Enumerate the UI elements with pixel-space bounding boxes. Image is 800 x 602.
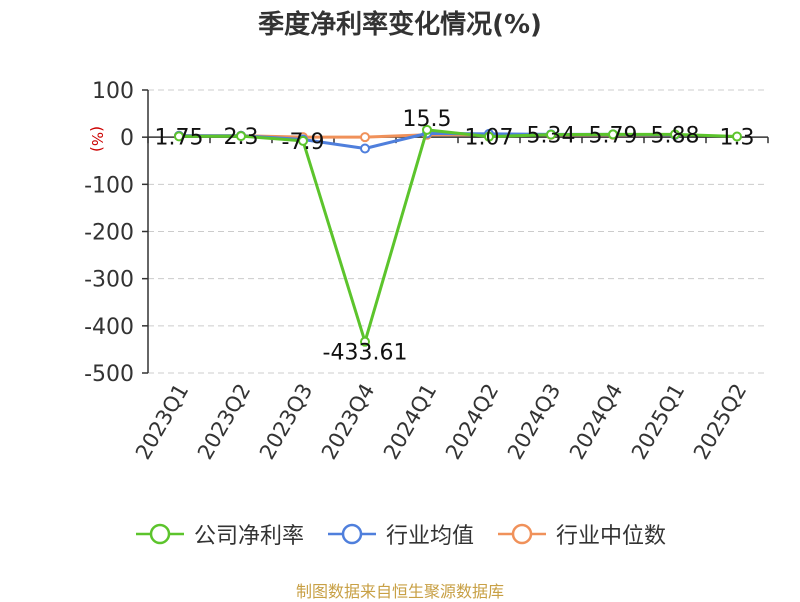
- data-label: 1.75: [155, 125, 204, 150]
- x-tick-label: 2023Q1: [131, 380, 193, 464]
- data-point: [608, 129, 618, 140]
- x-tick-label: 2023Q3: [255, 380, 317, 464]
- y-tick-label: -200: [84, 221, 134, 246]
- y-tick-label: -100: [84, 173, 134, 198]
- x-tick-label: 2023Q4: [317, 380, 379, 464]
- legend: 公司净利率 行业均值 行业中位数: [0, 518, 800, 550]
- legend-item[interactable]: 行业中位数: [496, 518, 666, 550]
- data-point: [422, 124, 432, 135]
- legend-swatch-icon: [498, 523, 546, 545]
- data-point: [360, 132, 370, 143]
- grid-lines: [148, 89, 768, 374]
- data-point: [174, 131, 184, 142]
- data-point: [484, 131, 494, 142]
- legend-label: 行业中位数: [556, 524, 667, 549]
- data-point: [732, 131, 742, 142]
- data-label: -7.9: [282, 130, 325, 155]
- y-tick-label: -400: [84, 315, 134, 340]
- x-tick-label: 2025Q2: [689, 380, 751, 464]
- data-label: 5.79: [589, 123, 638, 148]
- x-tick-label: 2024Q4: [565, 380, 627, 464]
- data-label: 5.88: [651, 123, 700, 148]
- x-tick-label: 2024Q1: [379, 380, 441, 464]
- legend-item[interactable]: 行业均值: [326, 518, 474, 550]
- data-point: [298, 135, 308, 146]
- data-label: 5.34: [527, 124, 576, 149]
- x-tick-label: 2024Q2: [441, 380, 503, 464]
- legend-label: 公司净利率: [193, 524, 304, 549]
- legend-item[interactable]: 公司净利率: [134, 518, 304, 550]
- y-tick-label: 0: [120, 126, 134, 151]
- legend-swatch-icon: [135, 523, 184, 545]
- data-point: [670, 129, 680, 140]
- data-label: 2.3: [224, 125, 259, 150]
- data-labels: 1.75 2.3 -7.9 -433.61 15.5 1.07 5.34 5.79 5.88 1.…: [155, 107, 755, 366]
- x-tick-label: 2024Q3: [503, 380, 565, 464]
- series-line-0: [178, 128, 738, 344]
- data-label: -433.61: [323, 341, 408, 366]
- source-note: 制图数据来自恒生聚源数据库: [295, 582, 504, 601]
- data-label: 1.07: [465, 126, 514, 151]
- legend-swatch-icon: [327, 523, 376, 545]
- data-label: 1.3: [720, 126, 755, 151]
- x-tick-label: 2023Q2: [193, 380, 255, 464]
- y-tick-label: -500: [84, 362, 134, 387]
- legend-label: 行业均值: [385, 524, 474, 549]
- y-tick-label: 100: [92, 79, 134, 104]
- data-point: [360, 143, 370, 154]
- series-lines: [174, 124, 742, 347]
- chart-title: 季度净利率变化情况(%): [258, 10, 542, 40]
- data-point: [360, 336, 370, 347]
- x-tick-label: 2025Q1: [627, 380, 689, 464]
- data-point: [236, 131, 246, 142]
- y-axis-label: (%): [88, 126, 106, 152]
- data-label: 15.5: [403, 107, 452, 132]
- y-tick-label: -300: [84, 268, 134, 293]
- data-point: [546, 129, 556, 140]
